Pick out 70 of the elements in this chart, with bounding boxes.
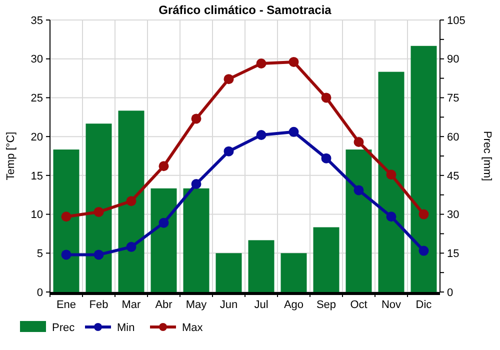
point bbox=[224, 146, 234, 156]
point bbox=[224, 74, 234, 84]
x-tick-label: Feb bbox=[89, 299, 108, 311]
point bbox=[94, 206, 104, 217]
bar bbox=[53, 150, 80, 292]
point bbox=[354, 185, 364, 196]
point bbox=[126, 242, 136, 252]
bar bbox=[118, 110, 144, 292]
y2-tick-label: 105 bbox=[447, 14, 466, 27]
x-tick-label: Ago bbox=[284, 299, 304, 311]
point bbox=[288, 126, 299, 137]
y-axis-title: Temp [°C] bbox=[5, 132, 17, 180]
y-tick-label: 25 bbox=[30, 92, 43, 105]
point bbox=[354, 137, 364, 148]
legend-label: Prec bbox=[52, 322, 76, 334]
y2-axis-title: Prec [mm] bbox=[481, 130, 493, 182]
bar bbox=[150, 188, 177, 292]
bar bbox=[216, 253, 242, 292]
x-tick-label: May bbox=[186, 299, 208, 311]
legend-label: Max bbox=[182, 322, 204, 334]
point bbox=[61, 250, 72, 260]
point bbox=[386, 212, 396, 222]
x-tick-label: Dic bbox=[416, 299, 432, 311]
bar bbox=[346, 150, 372, 292]
x-tick-label: Ene bbox=[56, 299, 76, 311]
y-tick-label: 30 bbox=[30, 54, 43, 66]
x-tick-label: Nov bbox=[381, 299, 402, 311]
y2-tick-label: 45 bbox=[447, 170, 460, 182]
y2-tick-label: 75 bbox=[447, 92, 460, 105]
legend-label: Min bbox=[117, 322, 135, 334]
bar bbox=[410, 46, 437, 292]
point bbox=[256, 130, 266, 140]
y2-tick-label: 60 bbox=[447, 131, 460, 144]
point bbox=[158, 161, 169, 172]
x-tick-label: Abr bbox=[155, 299, 173, 311]
point bbox=[386, 170, 396, 180]
bar bbox=[86, 124, 112, 292]
x-tick-label: Oct bbox=[350, 299, 368, 311]
bar bbox=[280, 253, 307, 292]
y-tick-label: 0 bbox=[36, 286, 43, 299]
point bbox=[126, 196, 136, 206]
y2-tick-label: 30 bbox=[447, 209, 460, 222]
point bbox=[321, 153, 332, 164]
point bbox=[418, 246, 429, 256]
y2-tick-label: 0 bbox=[447, 286, 454, 299]
x-tick-label: Jun bbox=[220, 299, 238, 311]
bar bbox=[313, 227, 340, 292]
point bbox=[288, 56, 299, 67]
x-tick-label: Sep bbox=[316, 299, 336, 311]
bar bbox=[378, 72, 404, 292]
point bbox=[94, 250, 104, 260]
y2-tick-label: 15 bbox=[447, 248, 460, 260]
y2-tick-label: 90 bbox=[447, 54, 460, 66]
y-tick-label: 15 bbox=[30, 170, 43, 182]
y-tick-label: 35 bbox=[30, 14, 43, 27]
point bbox=[321, 92, 332, 103]
point bbox=[191, 114, 202, 124]
y-tick-label: 10 bbox=[30, 209, 43, 222]
x-tick-label: Jul bbox=[254, 299, 268, 311]
chart-title: Gráfico climático - Samotracia bbox=[158, 3, 332, 17]
y-tick-label: 5 bbox=[36, 248, 43, 260]
point bbox=[158, 218, 169, 228]
point bbox=[418, 209, 429, 220]
bar bbox=[183, 188, 210, 292]
point bbox=[191, 178, 202, 189]
x-tick-label: Mar bbox=[122, 299, 142, 311]
point bbox=[61, 212, 72, 222]
bar bbox=[248, 240, 274, 292]
point bbox=[256, 58, 266, 69]
y-tick-label: 20 bbox=[30, 131, 43, 144]
